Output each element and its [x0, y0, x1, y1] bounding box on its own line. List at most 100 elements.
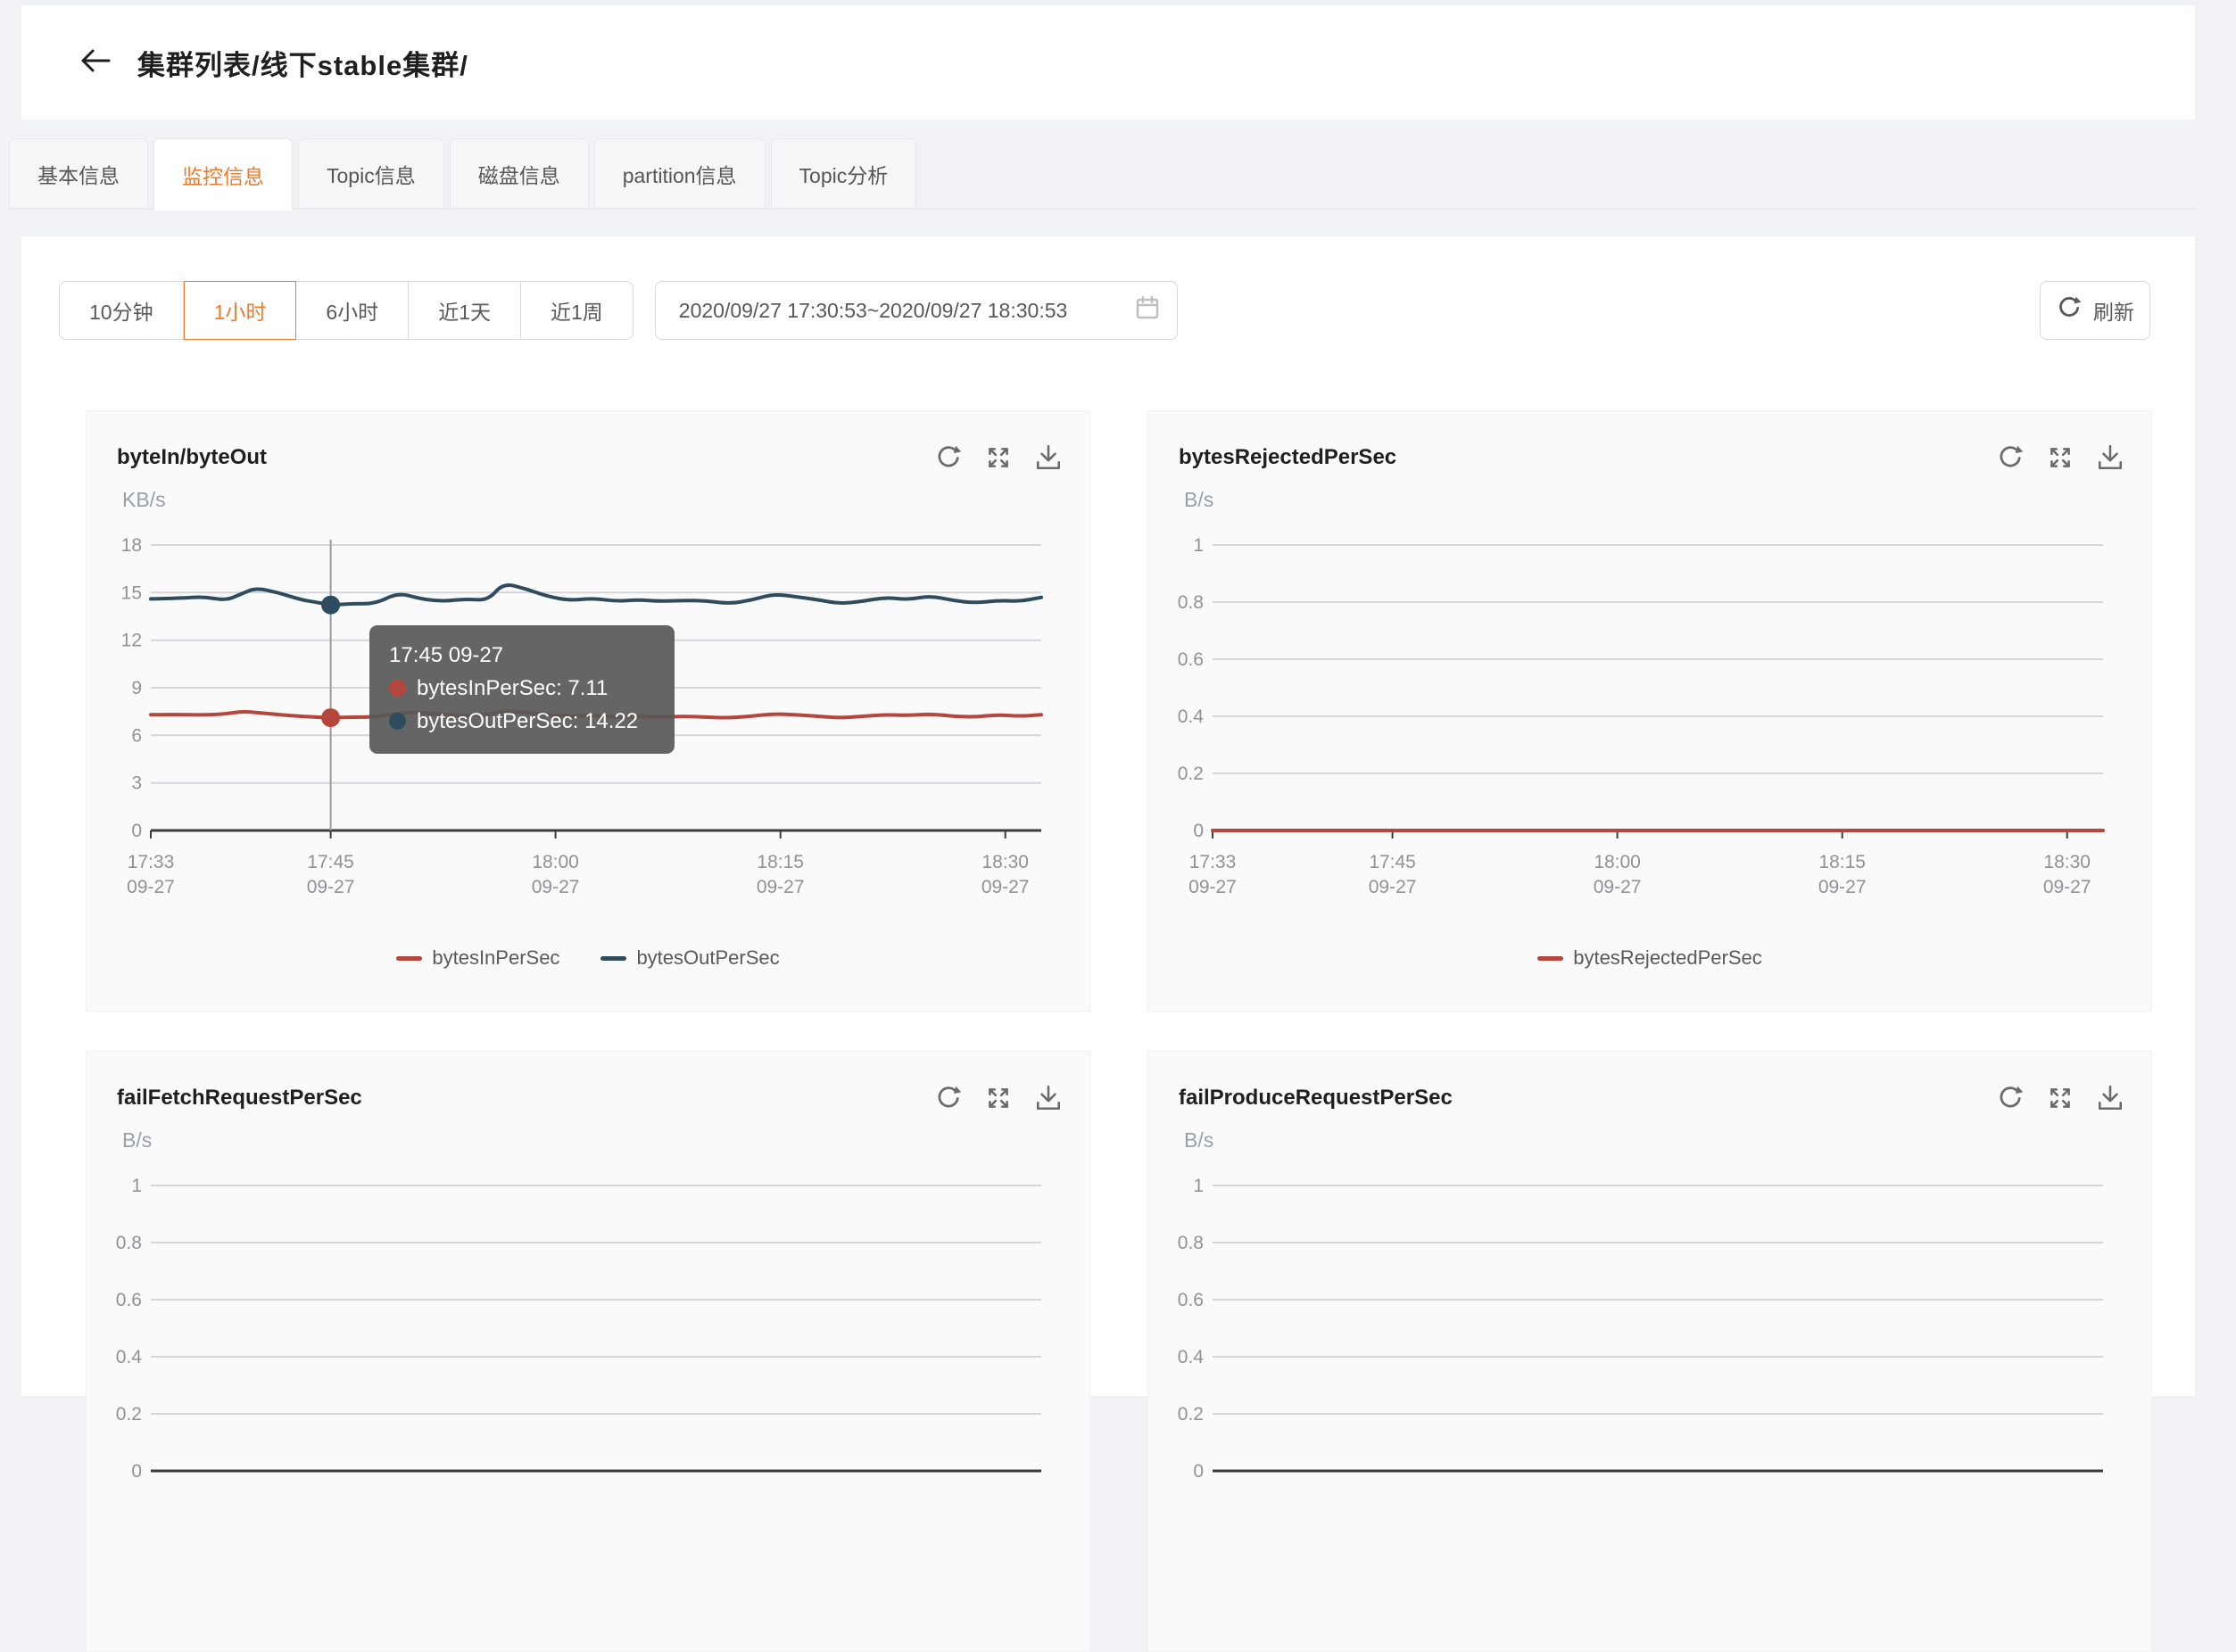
svg-text:0: 0: [1193, 1461, 1204, 1482]
refresh-button[interactable]: 刷新: [2040, 281, 2150, 340]
y-axis-unit: B/s: [122, 1128, 153, 1152]
chart-expand-icon[interactable]: [2046, 1084, 2075, 1112]
chart-panel-fail-produce: failProduceRequestPerSec B/s 0 0.2 0.4 0.6 0…: [1147, 1051, 2152, 1652]
legend-dash-icon: [600, 955, 627, 961]
chart-panel-bytein-byteout: byteIn/byteOut KB/s 0 3 6 9 12 15 18 17:33 09-27…: [86, 410, 1090, 1012]
y-axis-unit: B/s: [1184, 488, 1214, 511]
svg-text:18:00: 18:00: [532, 852, 579, 872]
svg-text:09-27: 09-27: [127, 877, 175, 897]
chart-reload-icon[interactable]: [934, 443, 963, 472]
svg-text:0.6: 0.6: [1178, 1290, 1204, 1310]
arrow-left-icon: [79, 46, 112, 79]
legend-dash-icon: [396, 955, 423, 961]
calendar-icon: [1134, 294, 1161, 326]
svg-text:0: 0: [131, 821, 142, 841]
svg-text:09-27: 09-27: [981, 877, 1030, 897]
tab-monitor-info[interactable]: 监控信息: [153, 138, 293, 211]
tab-bar: 基本信息 监控信息 Topic信息 磁盘信息 partition信息 Topic…: [9, 138, 917, 211]
svg-text:09-27: 09-27: [757, 877, 805, 897]
date-separator: ~: [866, 298, 880, 322]
chart-title: failFetchRequestPerSec: [117, 1086, 362, 1110]
svg-text:17:45: 17:45: [1369, 852, 1416, 872]
svg-text:0.8: 0.8: [116, 1233, 142, 1253]
legend-label: bytesInPerSec: [432, 946, 560, 969]
svg-text:18:30: 18:30: [2043, 852, 2091, 872]
chart-reload-icon[interactable]: [1996, 443, 2025, 472]
date-range-input[interactable]: 2020/09/27 17:30:53~2020/09/27 18:30:53: [654, 281, 1178, 340]
svg-text:1: 1: [131, 1176, 142, 1196]
svg-text:0.2: 0.2: [1178, 1404, 1204, 1425]
svg-text:0.2: 0.2: [1178, 764, 1204, 784]
chart-canvas[interactable]: 0 3 6 9 12 15 18 17:33 09-27 17:45 09-27 18:00 09-27…: [87, 411, 1091, 911]
legend-dash-icon: [1537, 955, 1564, 961]
chart-reload-icon[interactable]: [934, 1084, 963, 1112]
svg-text:17:33: 17:33: [128, 852, 175, 872]
range-1week-button[interactable]: 近1周: [520, 281, 634, 340]
svg-text:12: 12: [121, 631, 142, 651]
date-end: 2020/09/27 18:30:53: [879, 298, 1068, 322]
svg-text:09-27: 09-27: [1369, 877, 1417, 897]
svg-text:09-27: 09-27: [307, 877, 355, 897]
range-1day-button[interactable]: 近1天: [409, 281, 521, 340]
chart-expand-icon[interactable]: [2046, 443, 2075, 472]
svg-text:0.6: 0.6: [1178, 649, 1204, 670]
chart-canvas[interactable]: 0 0.2 0.4 0.6 0.8 1 17:33 09-27 17:45 09-27 18:00 0…: [1148, 411, 2153, 911]
date-start: 2020/09/27 17:30:53: [678, 298, 867, 322]
svg-text:0.4: 0.4: [1178, 706, 1205, 727]
svg-text:9: 9: [131, 678, 142, 698]
chart-download-icon[interactable]: [1034, 443, 1063, 472]
svg-text:18:00: 18:00: [1594, 852, 1641, 872]
svg-text:1: 1: [1193, 535, 1204, 556]
chart-toolbar: 10分钟 1小时 6小时 近1天 近1周 2020/09/27 17:30:53…: [59, 281, 2150, 340]
chart-reload-icon[interactable]: [1996, 1084, 2025, 1112]
range-1hour-button[interactable]: 1小时: [183, 281, 297, 340]
svg-text:18:30: 18:30: [981, 852, 1029, 872]
legend-item[interactable]: bytesInPerSec: [396, 946, 559, 970]
svg-text:0.4: 0.4: [1178, 1347, 1205, 1367]
svg-text:09-27: 09-27: [1818, 877, 1867, 897]
chart-download-icon[interactable]: [1034, 1084, 1063, 1112]
tab-partition-info[interactable]: partition信息: [593, 138, 766, 208]
svg-text:0.8: 0.8: [1178, 1233, 1204, 1253]
chart-expand-icon[interactable]: [984, 443, 1013, 472]
tab-topic-analysis[interactable]: Topic分析: [770, 138, 917, 208]
chart-panel-bytes-rejected: bytesRejectedPerSec B/s 0 0.2 0.4 0.6 0.8 1 17…: [1147, 410, 2152, 1012]
svg-text:0.6: 0.6: [116, 1290, 142, 1310]
chart-title: byteIn/byteOut: [117, 445, 268, 469]
chart-canvas[interactable]: 0 0.2 0.4 0.6 0.8 1: [1148, 1052, 2153, 1551]
chart-canvas[interactable]: 0 0.2 0.4 0.6 0.8 1: [87, 1052, 1091, 1551]
legend-label: bytesOutPerSec: [636, 946, 780, 969]
svg-text:3: 3: [131, 773, 142, 794]
tab-basic-info[interactable]: 基本信息: [9, 138, 148, 208]
legend-item[interactable]: bytesOutPerSec: [600, 946, 780, 970]
range-10min-button[interactable]: 10分钟: [59, 281, 184, 340]
tab-divider: [9, 208, 2195, 210]
svg-text:15: 15: [121, 582, 142, 603]
tab-disk-info[interactable]: 磁盘信息: [449, 138, 589, 208]
svg-text:17:45: 17:45: [307, 852, 354, 872]
tab-topic-info[interactable]: Topic信息: [298, 138, 444, 208]
legend-item[interactable]: bytesRejectedPerSec: [1537, 946, 1762, 970]
svg-text:1: 1: [1193, 1176, 1204, 1196]
back-button[interactable]: [79, 47, 114, 78]
chart-title: bytesRejectedPerSec: [1179, 445, 1397, 469]
svg-text:09-27: 09-27: [1188, 877, 1237, 897]
svg-text:0.4: 0.4: [116, 1347, 143, 1367]
chart-title: failProduceRequestPerSec: [1179, 1086, 1453, 1110]
y-axis-unit: KB/s: [122, 488, 166, 511]
range-6hour-button[interactable]: 6小时: [296, 281, 410, 340]
y-axis-unit: B/s: [1184, 1128, 1214, 1152]
svg-text:18:15: 18:15: [757, 852, 804, 872]
svg-text:0.2: 0.2: [116, 1404, 142, 1425]
legend-label: bytesRejectedPerSec: [1573, 946, 1762, 969]
chart-expand-icon[interactable]: [984, 1084, 1013, 1112]
svg-text:6: 6: [131, 725, 142, 746]
chart-download-icon[interactable]: [2096, 443, 2124, 472]
chart-legend: bytesRejectedPerSec: [1148, 946, 2151, 970]
svg-text:17:33: 17:33: [1189, 852, 1237, 872]
reload-icon: [2056, 294, 2083, 326]
chart-download-icon[interactable]: [2096, 1084, 2124, 1112]
svg-text:0: 0: [131, 1461, 142, 1482]
svg-text:09-27: 09-27: [1594, 877, 1642, 897]
svg-text:18:15: 18:15: [1818, 852, 1866, 872]
